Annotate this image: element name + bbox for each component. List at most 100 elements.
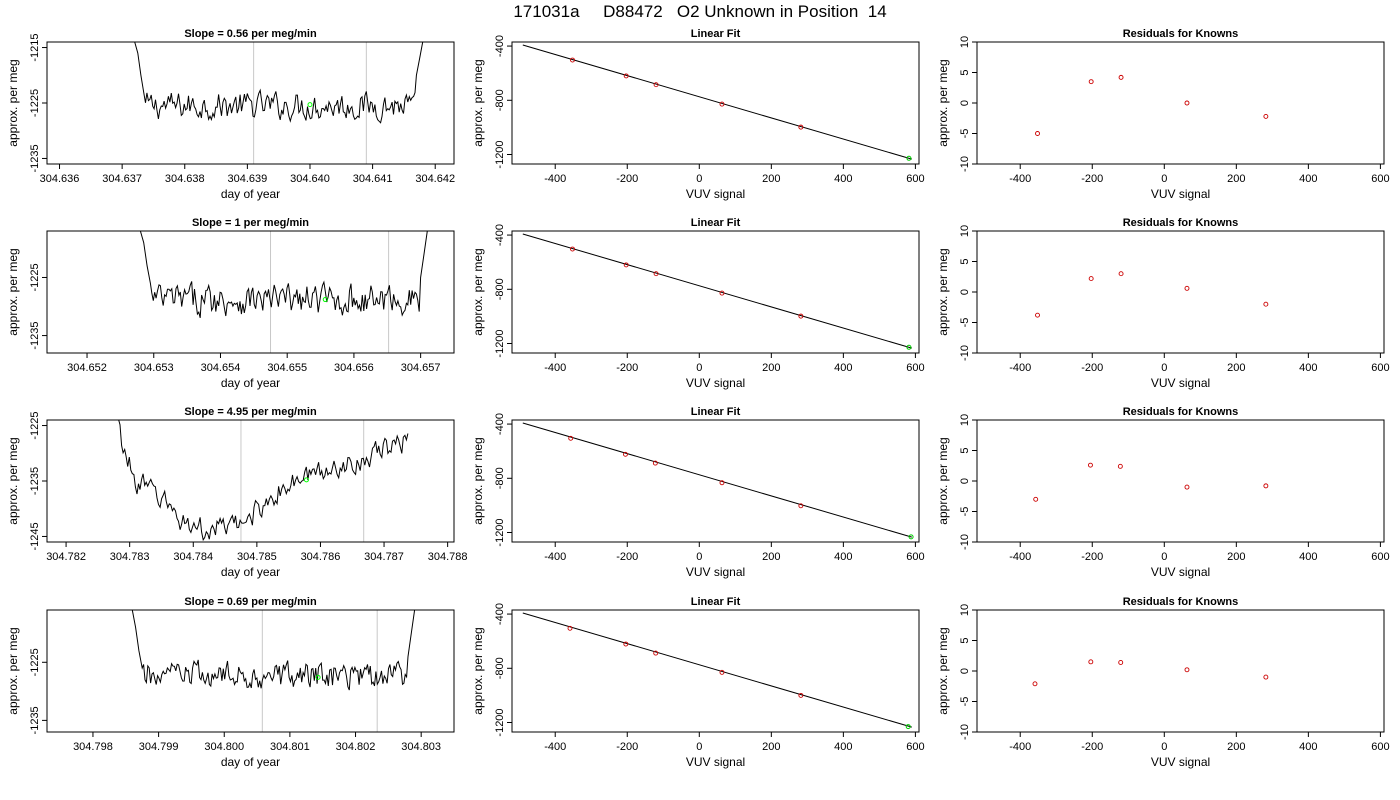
x-tick-label: -200 <box>1081 741 1103 753</box>
panel-title: Slope = 0.69 per meg/min <box>184 596 317 608</box>
y-tick-label: -1200 <box>494 708 506 736</box>
plot-frame <box>46 41 455 165</box>
y-tick-label: -1225 <box>29 263 41 291</box>
y-tick-label: -1225 <box>29 411 41 439</box>
y-tick-label: -800 <box>494 278 506 300</box>
data-point <box>1263 301 1269 307</box>
fit-line <box>522 612 912 728</box>
x-tick-label: -400 <box>1009 551 1031 563</box>
x-tick-label: 200 <box>1227 741 1245 753</box>
unknown-point <box>315 674 321 680</box>
x-tick-label: -200 <box>616 741 638 753</box>
data-point <box>1184 667 1190 673</box>
y-tick-label: 0 <box>959 100 971 106</box>
panel-title: Linear Fit <box>691 596 741 608</box>
x-axis-label: VUV signal <box>1151 187 1210 201</box>
x-tick-label: -400 <box>544 741 566 753</box>
x-tick-label: 304.654 <box>201 362 241 374</box>
data-point <box>568 435 574 441</box>
x-tick-label: 200 <box>1227 551 1245 563</box>
y-tick-label: -5 <box>959 129 971 139</box>
x-axis-label: VUV signal <box>686 187 745 201</box>
panel-7: Slope = 4.95 per meg/min 304.782 304.783 30… <box>6 406 468 579</box>
panel-5: Linear Fit -400 -200 0 200 400 600 -400 -800 -120… <box>471 217 925 390</box>
y-axis-label: approx. per meg <box>6 437 20 524</box>
trace-line <box>139 231 428 319</box>
plot-area <box>522 612 912 730</box>
x-tick-label: 304.638 <box>165 173 205 185</box>
y-tick-label: -1200 <box>494 329 506 357</box>
plot-frame <box>46 419 455 543</box>
data-point <box>1035 312 1040 318</box>
x-tick-label: 200 <box>1227 362 1245 374</box>
x-tick-label: 304.787 <box>364 551 404 563</box>
y-tick-label: 10 <box>959 604 971 616</box>
plot-area <box>1033 462 1269 502</box>
x-tick-label: 304.799 <box>139 741 179 753</box>
panel-title: Linear Fit <box>691 217 741 229</box>
plot-area <box>1032 659 1269 687</box>
data-point <box>653 650 659 656</box>
x-tick-label: -400 <box>544 551 566 563</box>
y-tick-label: 5 <box>959 258 971 264</box>
y-tick-label: 10 <box>959 414 971 426</box>
panel-title: Residuals for Knowns <box>1123 596 1239 608</box>
plot-area <box>131 610 416 732</box>
panel-title: Residuals for Knowns <box>1123 406 1239 418</box>
x-tick-label: 600 <box>1371 173 1389 185</box>
unknown-point <box>322 297 328 303</box>
data-point <box>1032 681 1038 687</box>
x-tick-label: 304.800 <box>204 741 244 753</box>
y-axis-label: approx. per meg <box>6 248 20 335</box>
panel-title: Residuals for Knowns <box>1123 217 1239 229</box>
data-point <box>1033 496 1039 502</box>
x-tick-label: 304.785 <box>237 551 277 563</box>
trace-line <box>134 42 424 124</box>
y-tick-label: -1200 <box>494 140 506 168</box>
y-tick-label: -5 <box>959 507 971 517</box>
y-tick-label: -1235 <box>29 467 41 495</box>
data-point <box>719 480 725 486</box>
unknown-point <box>906 155 912 161</box>
x-axis-label: VUV signal <box>1151 755 1210 769</box>
data-point <box>1263 674 1269 680</box>
panel-title: Slope = 4.95 per meg/min <box>184 406 317 418</box>
x-tick-label: 200 <box>762 173 780 185</box>
y-tick-label: 0 <box>959 668 971 674</box>
panel-2: Linear Fit -400 -200 0 200 400 600 -400 -800 -120… <box>471 28 925 201</box>
y-tick-label: 5 <box>959 69 971 75</box>
data-point <box>570 246 575 252</box>
x-tick-label: -200 <box>616 173 638 185</box>
x-tick-label: 400 <box>1299 551 1317 563</box>
data-point <box>719 101 725 107</box>
y-tick-label: -400 <box>494 603 506 625</box>
y-tick-label: -1245 <box>29 522 41 550</box>
y-tick-label: -5 <box>959 697 971 707</box>
y-tick-label: 5 <box>959 637 971 643</box>
y-tick-label: -800 <box>494 89 506 111</box>
y-axis-label: approx. per meg <box>936 437 950 524</box>
x-tick-label: 400 <box>834 362 852 374</box>
data-point <box>1088 276 1094 282</box>
y-tick-label: 10 <box>959 225 971 237</box>
data-point <box>798 692 804 698</box>
x-tick-label: -200 <box>616 551 638 563</box>
plot-area <box>134 42 424 164</box>
data-point <box>1263 113 1269 119</box>
plot-frame <box>511 419 920 543</box>
y-tick-label: 0 <box>959 289 971 295</box>
y-axis-label: approx. per meg <box>471 627 485 714</box>
x-tick-label: 304.786 <box>301 551 341 563</box>
x-tick-label: 0 <box>1161 551 1167 563</box>
x-tick-label: 0 <box>696 173 702 185</box>
plot-frame <box>511 609 920 733</box>
x-tick-label: 304.802 <box>336 741 376 753</box>
y-tick-label: -10 <box>959 724 971 740</box>
x-tick-label: 304.653 <box>134 362 174 374</box>
x-tick-label: -200 <box>1081 551 1103 563</box>
plot-frame <box>976 419 1385 543</box>
panel-8: Linear Fit -400 -200 0 200 400 600 -400 -800 -120… <box>471 406 925 579</box>
fit-line <box>522 233 912 349</box>
data-point <box>1117 463 1123 469</box>
